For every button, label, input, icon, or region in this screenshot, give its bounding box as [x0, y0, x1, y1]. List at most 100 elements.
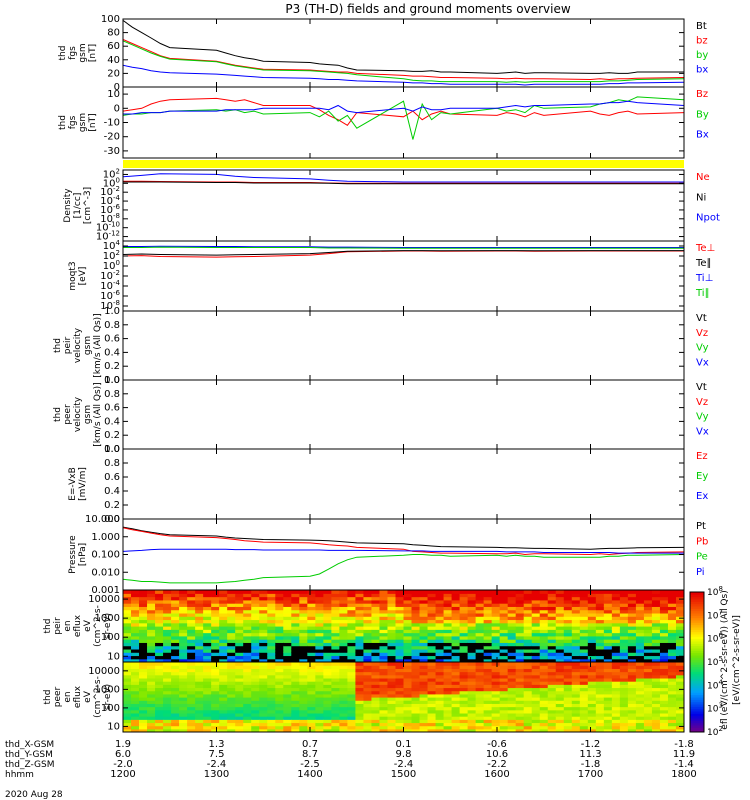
colorbar-tick-label: 102 — [707, 725, 723, 738]
x-tick-label: 1200 — [110, 769, 135, 780]
y-tick-label: 0.6 — [104, 334, 120, 345]
legend-peir_velocity-1: Vz — [696, 328, 708, 339]
legend-peir_velocity-3: Vx — [696, 357, 709, 368]
y-tick-label: 10.000 — [85, 514, 120, 525]
mode-bar — [123, 160, 684, 168]
y-axis-label: peir — [63, 336, 73, 354]
x-tick-label: -2.5 — [300, 759, 320, 770]
legend-peer_velocity-2: Vy — [696, 412, 709, 423]
series-temperature-0 — [123, 250, 684, 258]
colorbar-inner-label: efl (eV/(cm^2-s-sr-eV)) (All Qs) — [720, 590, 730, 729]
y-tick-label: 10 — [107, 89, 120, 100]
y-tick-label: 100 — [103, 259, 120, 272]
x-tick-label: 1.9 — [115, 739, 131, 750]
x-row-label: thd_Y-GSM — [5, 750, 53, 760]
legend-peer_velocity-3: Vx — [696, 426, 709, 437]
y-axis-label: thd — [58, 46, 68, 61]
x-axis-labels: thd_X-GSM 1.9 1.3 0.7 0.1 -0.6 -1.2 -1.8 thd_Y-G… — [5, 739, 697, 780]
legend-fgs_gsm_detrend-2: Bx — [696, 130, 709, 141]
y-tick-label: 40 — [107, 55, 120, 66]
legend-efield-0: Ez — [696, 451, 708, 462]
x-tick-label: 6.0 — [115, 749, 131, 760]
legend-density-1: Ni — [696, 192, 706, 203]
y-axis-label: fgs — [68, 115, 78, 129]
y-axis-label: [nT] — [88, 44, 98, 62]
y-tick-label: 0 — [114, 103, 120, 114]
y-tick-label: 10-2 — [100, 185, 120, 198]
y-axis-label: eflux — [73, 685, 83, 708]
y-axis-label: gsm — [83, 336, 93, 355]
colorbar-tick-label: 106 — [707, 632, 723, 645]
panel-fgs_gsm_detrend: -30 -20 -10 0 10 thd fgs gsm [nT] Bz By Bx — [58, 86, 709, 159]
series-fgs_gsm_detrend-1 — [123, 96, 684, 140]
x-tick-label: 9.8 — [396, 749, 412, 760]
y-tick-label: 0.4 — [104, 347, 120, 358]
series-fgs_gsm-1 — [123, 38, 684, 81]
legend-efield-1: Ey — [696, 471, 708, 482]
series-pressure-0 — [123, 526, 684, 550]
y-axis-label: en — [63, 691, 73, 702]
y-tick-label: 1000 — [95, 613, 120, 624]
y-tick-label: 100 — [101, 703, 120, 714]
x-tick-label: 10.6 — [486, 749, 508, 760]
y-axis-label: sr-eV) — [103, 613, 113, 639]
panel-peir_en_eflux: 10 100 1000 10000 thd peir en eflux eV (cm^2-s-sr… — [43, 589, 685, 663]
legend-peer_velocity-0: Vt — [696, 382, 707, 393]
y-tick-label: 10-4 — [100, 194, 120, 207]
x-tick-label: 1700 — [578, 769, 603, 780]
legend-fgs_gsm_detrend-1: By — [696, 109, 709, 120]
y-tick-label: 0.001 — [91, 585, 120, 596]
y-axis-label: velocity — [73, 327, 83, 363]
colorbar-tick-label: 107 — [707, 608, 723, 621]
colorbar-tick-label: 103 — [707, 702, 723, 715]
x-tick-label: 0.7 — [302, 739, 318, 750]
y-axis-label: eV — [83, 619, 93, 632]
x-tick-label: 1800 — [671, 769, 696, 780]
y-tick-label: 10-12 — [96, 230, 120, 243]
x-row-label: hhmm — [5, 770, 34, 780]
x-row-label: thd_Z-GSM — [5, 760, 54, 770]
x-tick-label: 1500 — [391, 769, 416, 780]
panel-peir_velocity: 0.0 0.2 0.4 0.6 0.8 1.0 thd peir velocity gsm [km/… — [53, 306, 709, 386]
y-axis-label: sr-eV) — [103, 684, 113, 710]
legend-fgs_gsm_detrend-0: Bz — [696, 89, 708, 100]
spectrogram-peer_en_eflux — [123, 662, 684, 732]
panel-pressure: 0.001 0.010 0.100 1.000 10.000 Pressure [nPa] P… — [68, 514, 708, 596]
y-tick-label: 10 — [107, 651, 120, 662]
y-axis-label: velocity — [73, 396, 83, 432]
y-tick-label: 0.4 — [104, 416, 120, 427]
y-axis-label: [km/s (All Qs)] — [93, 313, 103, 377]
y-tick-label: 102 — [103, 167, 120, 180]
legend-pressure-2: Pe — [696, 552, 708, 563]
y-tick-label: 0.0 — [104, 375, 120, 386]
y-axis-label: [eV] — [78, 267, 88, 286]
y-tick-label: 1.000 — [91, 532, 120, 543]
panel-peer_velocity: 0.0 0.2 0.4 0.6 0.8 1.0 thd peer velocity gsm [km/… — [53, 375, 709, 455]
y-axis-label: eflux — [73, 614, 83, 637]
y-tick-label: 0.0 — [104, 444, 120, 455]
x-tick-label: -1.8 — [674, 739, 694, 750]
panel-frame — [122, 448, 685, 520]
panel-frame — [122, 518, 685, 591]
x-tick-label: -0.6 — [487, 739, 507, 750]
y-axis-label: gsm — [78, 113, 88, 132]
x-tick-label: 1300 — [204, 769, 229, 780]
series-fgs_gsm-0 — [123, 19, 684, 74]
colorbar-tick-label: 104 — [707, 678, 723, 691]
y-tick-label: 10-6 — [100, 289, 120, 302]
y-axis-label: peer — [53, 686, 63, 707]
x-tick-label: -2.0 — [113, 759, 133, 770]
y-tick-label: 0.010 — [91, 567, 120, 578]
legend-fgs_gsm-0: Bt — [696, 21, 707, 32]
y-axis-label: moqt3 — [68, 261, 78, 290]
series-pressure-3 — [123, 548, 684, 554]
legend-efield-2: Ex — [696, 491, 708, 502]
panel-frame — [122, 379, 685, 450]
legend-fgs_gsm-2: by — [696, 50, 708, 61]
panel-peer_en_eflux: 10 100 1000 10000 thd peer en eflux eV (cm^2-s-sr… — [43, 661, 685, 733]
y-tick-label: 10 — [107, 721, 120, 732]
colorbar-tick-label: 105 — [707, 655, 723, 668]
panel-frame — [122, 18, 685, 88]
